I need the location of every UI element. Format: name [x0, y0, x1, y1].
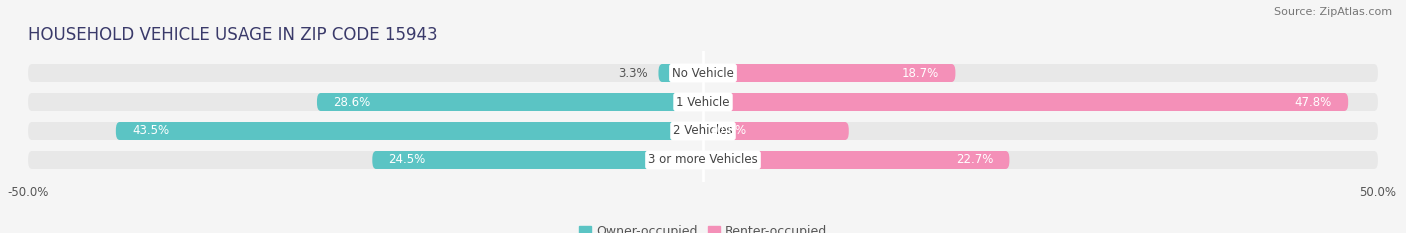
Text: 22.7%: 22.7% — [956, 154, 993, 167]
Text: 24.5%: 24.5% — [388, 154, 426, 167]
Text: No Vehicle: No Vehicle — [672, 66, 734, 79]
Text: 10.8%: 10.8% — [710, 124, 747, 137]
Text: 3.3%: 3.3% — [619, 66, 648, 79]
Text: 28.6%: 28.6% — [333, 96, 370, 109]
FancyBboxPatch shape — [703, 64, 956, 82]
FancyBboxPatch shape — [115, 122, 703, 140]
FancyBboxPatch shape — [703, 151, 1010, 169]
FancyBboxPatch shape — [28, 93, 1378, 111]
Text: Source: ZipAtlas.com: Source: ZipAtlas.com — [1274, 7, 1392, 17]
FancyBboxPatch shape — [703, 122, 849, 140]
FancyBboxPatch shape — [28, 122, 1378, 140]
Text: 1 Vehicle: 1 Vehicle — [676, 96, 730, 109]
FancyBboxPatch shape — [703, 93, 1348, 111]
Text: 47.8%: 47.8% — [1295, 96, 1331, 109]
Text: HOUSEHOLD VEHICLE USAGE IN ZIP CODE 15943: HOUSEHOLD VEHICLE USAGE IN ZIP CODE 1594… — [28, 26, 437, 44]
Text: 43.5%: 43.5% — [132, 124, 169, 137]
Text: 18.7%: 18.7% — [903, 66, 939, 79]
Text: 3 or more Vehicles: 3 or more Vehicles — [648, 154, 758, 167]
FancyBboxPatch shape — [373, 151, 703, 169]
FancyBboxPatch shape — [658, 64, 703, 82]
FancyBboxPatch shape — [28, 151, 1378, 169]
Text: 2 Vehicles: 2 Vehicles — [673, 124, 733, 137]
FancyBboxPatch shape — [316, 93, 703, 111]
FancyBboxPatch shape — [28, 64, 1378, 82]
Legend: Owner-occupied, Renter-occupied: Owner-occupied, Renter-occupied — [574, 220, 832, 233]
